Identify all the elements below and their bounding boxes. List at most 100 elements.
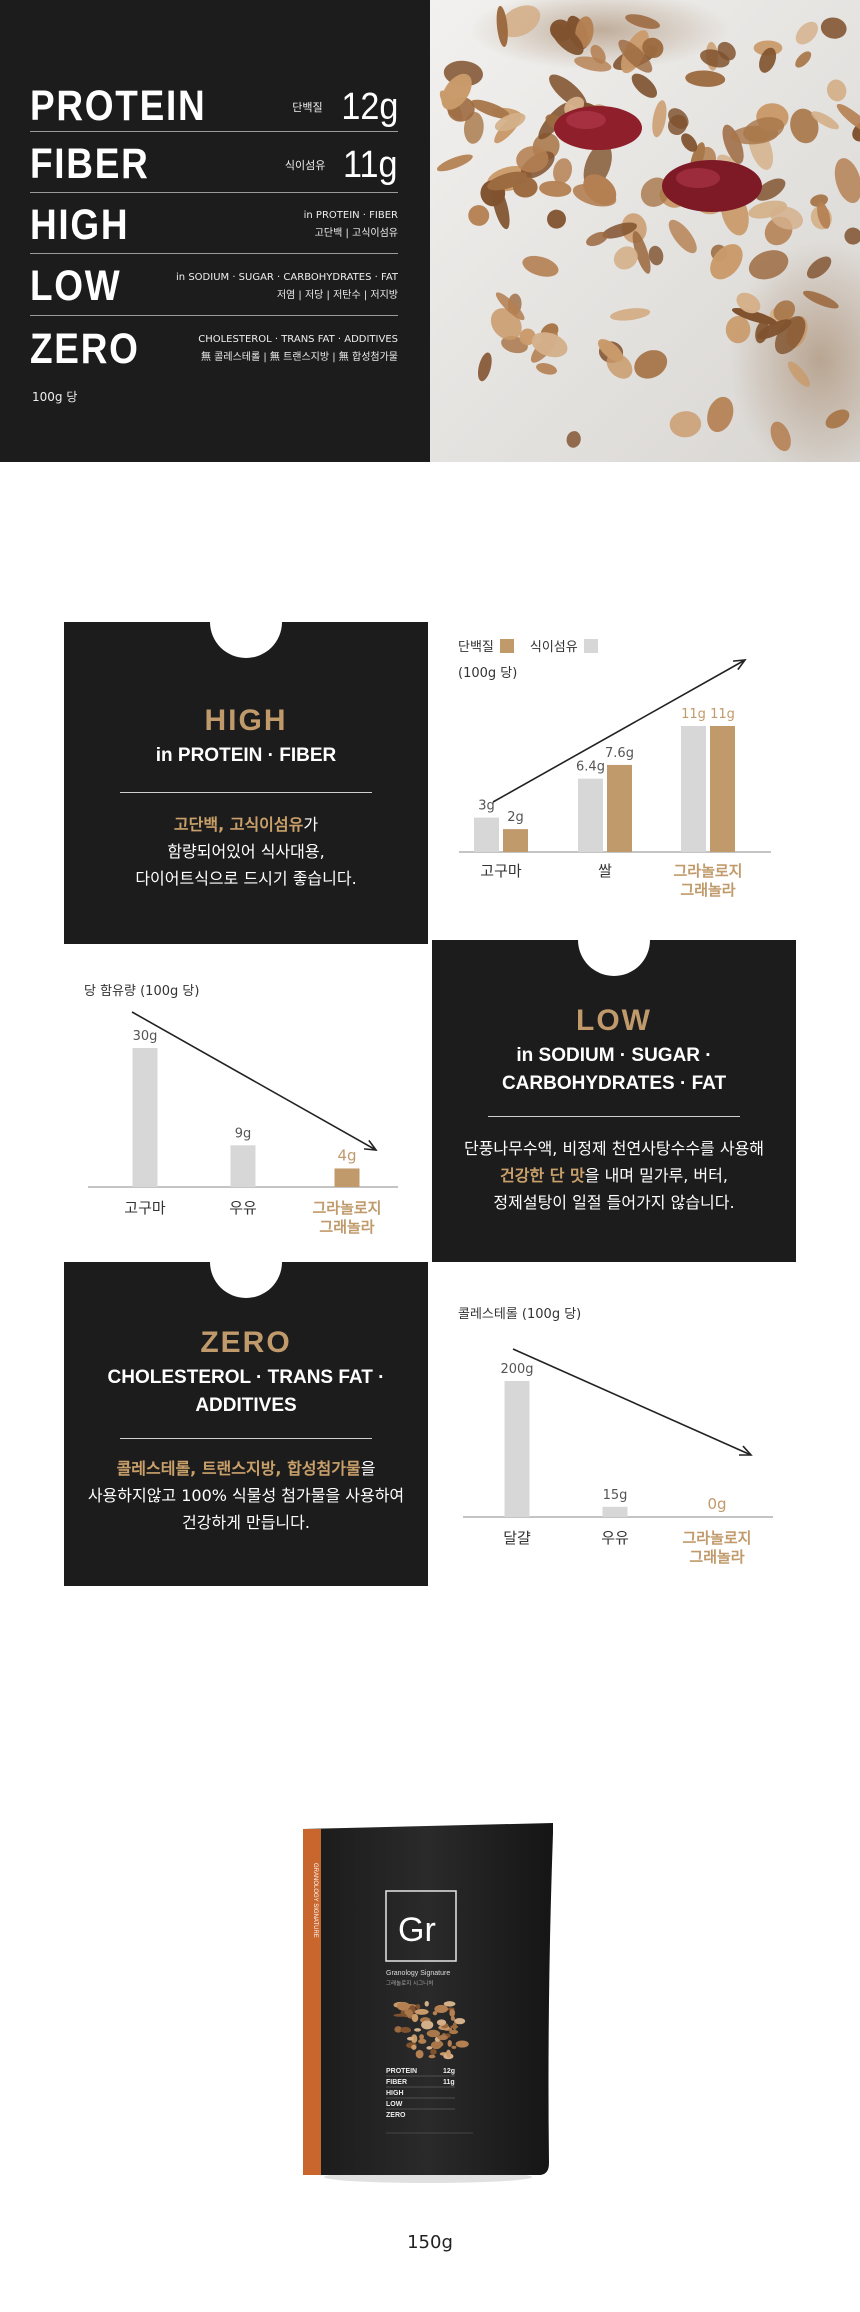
- package-granola-piece: [443, 2001, 456, 2007]
- granola-cluster: [609, 308, 651, 321]
- granola-cluster: [806, 256, 832, 279]
- nutrition-row-protein: PROTEIN 단백질 12g: [30, 82, 398, 132]
- package-granola-piece: [421, 2020, 434, 2030]
- package-row: PROTEIN: [386, 2068, 417, 2075]
- granola-cluster: [631, 73, 658, 98]
- chart-bar: [334, 1168, 360, 1187]
- granola-cluster: [668, 219, 697, 254]
- granola-cluster: [597, 339, 624, 362]
- package-granola-piece: [415, 2004, 421, 2010]
- granola-cluster: [618, 39, 653, 73]
- card-subtitle-line2: CARBOHYDRATES · FAT: [501, 1073, 727, 1094]
- granola-cluster: [755, 178, 786, 201]
- chart-value-label: 11g: [710, 707, 735, 722]
- package-granola-piece: [397, 2001, 410, 2011]
- granola-cluster: [602, 222, 637, 239]
- nutrition-sub-ko: 無 콜레스테롤 | 無 트랜스지방 | 無 합성첨가물: [201, 352, 398, 363]
- granola-cluster: [770, 421, 791, 452]
- nutrition-word: FIBER: [30, 140, 150, 188]
- trend-arrow-line: [512, 1348, 752, 1456]
- granola-cluster: [820, 17, 847, 39]
- package-granola-piece: [450, 2025, 459, 2029]
- granola-cluster: [436, 154, 473, 172]
- card-body-highlight: 콜레스테롤, 트랜스지방, 합성첨가물: [116, 1459, 361, 1478]
- granola-cluster: [817, 201, 831, 229]
- nutrition-word: LOW: [30, 262, 122, 310]
- granola-cluster: [774, 316, 806, 355]
- product-package: GRANOLOGY SIGNATURE Gr Granology Signatu…: [303, 1823, 553, 2185]
- granola-photo-illustration: [436, 0, 860, 462]
- granola-cluster: [669, 411, 702, 438]
- chart-value-label: 4g: [337, 1146, 356, 1164]
- card-body-line: 다이어트식으로 드시기 좋습니다.: [135, 869, 357, 888]
- package-granola-piece: [454, 2017, 466, 2025]
- granola-cluster: [500, 5, 541, 38]
- package-granola-piece: [437, 2034, 449, 2041]
- granola-cluster: [748, 250, 789, 280]
- granola-cluster: [648, 245, 664, 266]
- high-card: HIGH in PROTEIN · FIBER 고단백, 고식이섬유가 함량되어…: [64, 586, 428, 944]
- chart-category-label: 그라놀로지: [673, 862, 742, 880]
- granola-cluster: [773, 300, 796, 322]
- package-weight-label: 150g: [407, 2232, 453, 2253]
- card-notch: [578, 904, 650, 976]
- granola-cluster: [487, 171, 528, 191]
- chart-value-label: 200g: [500, 1362, 533, 1377]
- chart-value-label: 30g: [133, 1029, 158, 1044]
- nutrition-row-high: HIGH in PROTEIN · FIBER 고단백 | 고식이섬유: [30, 197, 398, 254]
- fiber-bar: [607, 764, 632, 852]
- cholesterol-chart: 콜레스테롤 (100g 당) 200g 달걀 15g 우유 0g 그라놀로지 그래놀라: [455, 1295, 785, 1585]
- card-subtitle-line1: CHOLESTEROL · TRANS FAT ·: [107, 1367, 385, 1388]
- granola-cluster: [759, 47, 777, 73]
- granola-cluster: [566, 431, 581, 448]
- chart-category-label: 고구마: [124, 1199, 166, 1217]
- protein-bar: [681, 726, 706, 852]
- package-granola-piece: [432, 2011, 438, 2016]
- chart-value-label: 0g: [707, 1495, 726, 1513]
- granola-cluster: [531, 332, 568, 358]
- package-row: FIBER: [386, 2079, 407, 2086]
- nutrition-word: PROTEIN: [30, 82, 207, 130]
- granola-cluster: [496, 5, 508, 47]
- chart-value-label: 9g: [235, 1126, 252, 1141]
- legend-swatch-fiber: [583, 638, 598, 653]
- legend-swatch-protein: [499, 638, 514, 653]
- chart-title: 콜레스테롤 (100g 당): [458, 1307, 582, 1322]
- package-name: Granology Signature: [386, 1970, 450, 1977]
- granola-cluster: [710, 244, 743, 280]
- package-granola-piece: [447, 2040, 452, 2047]
- package-granola-piece: [450, 2015, 455, 2021]
- chart-category-label: 그래놀라: [680, 881, 735, 899]
- granola-cluster: [625, 14, 660, 29]
- chart-category-label: 그래놀라: [319, 1218, 374, 1236]
- card-divider: [488, 1116, 740, 1117]
- granola-cluster: [522, 255, 559, 277]
- package-granola-piece: [449, 2029, 459, 2035]
- granola-cluster: [463, 111, 484, 144]
- card-divider: [120, 1438, 372, 1439]
- trend-arrow-line: [131, 1011, 377, 1151]
- granola-photo: [430, 0, 860, 462]
- chart-category-label: 그라놀로지: [682, 1529, 751, 1547]
- card-body-line: 사용하지않고 100% 식물성 첨가물을 사용하여: [87, 1486, 405, 1505]
- granola-cluster: [736, 292, 761, 314]
- package-row: LOW: [386, 2101, 403, 2108]
- granola-cluster: [795, 21, 819, 45]
- chart-category-label: 그라놀로지: [312, 1199, 381, 1217]
- package-granola-piece: [393, 2013, 407, 2017]
- nutrition-word: HIGH: [30, 200, 130, 249]
- card-body: 콜레스테롤, 트랜스지방, 합성첨가물을 사용하지않고 100% 식물성 첨가물…: [64, 1455, 428, 1536]
- package-val: 12g: [443, 2068, 455, 2075]
- chart-value-label: 3g: [478, 799, 495, 814]
- trend-arrow-head: [732, 659, 747, 671]
- granola-cluster: [755, 320, 769, 344]
- granola-cluster: [834, 158, 860, 204]
- package-granola-piece: [428, 2054, 436, 2059]
- granola-cluster: [811, 111, 839, 130]
- nutrition-sub-en: in PROTEIN · FIBER: [303, 210, 398, 221]
- trend-arrow-head: [363, 1139, 378, 1151]
- nutrition-sub-ko: 고단백 | 고식이섬유: [314, 228, 398, 239]
- granola-cluster: [583, 174, 617, 205]
